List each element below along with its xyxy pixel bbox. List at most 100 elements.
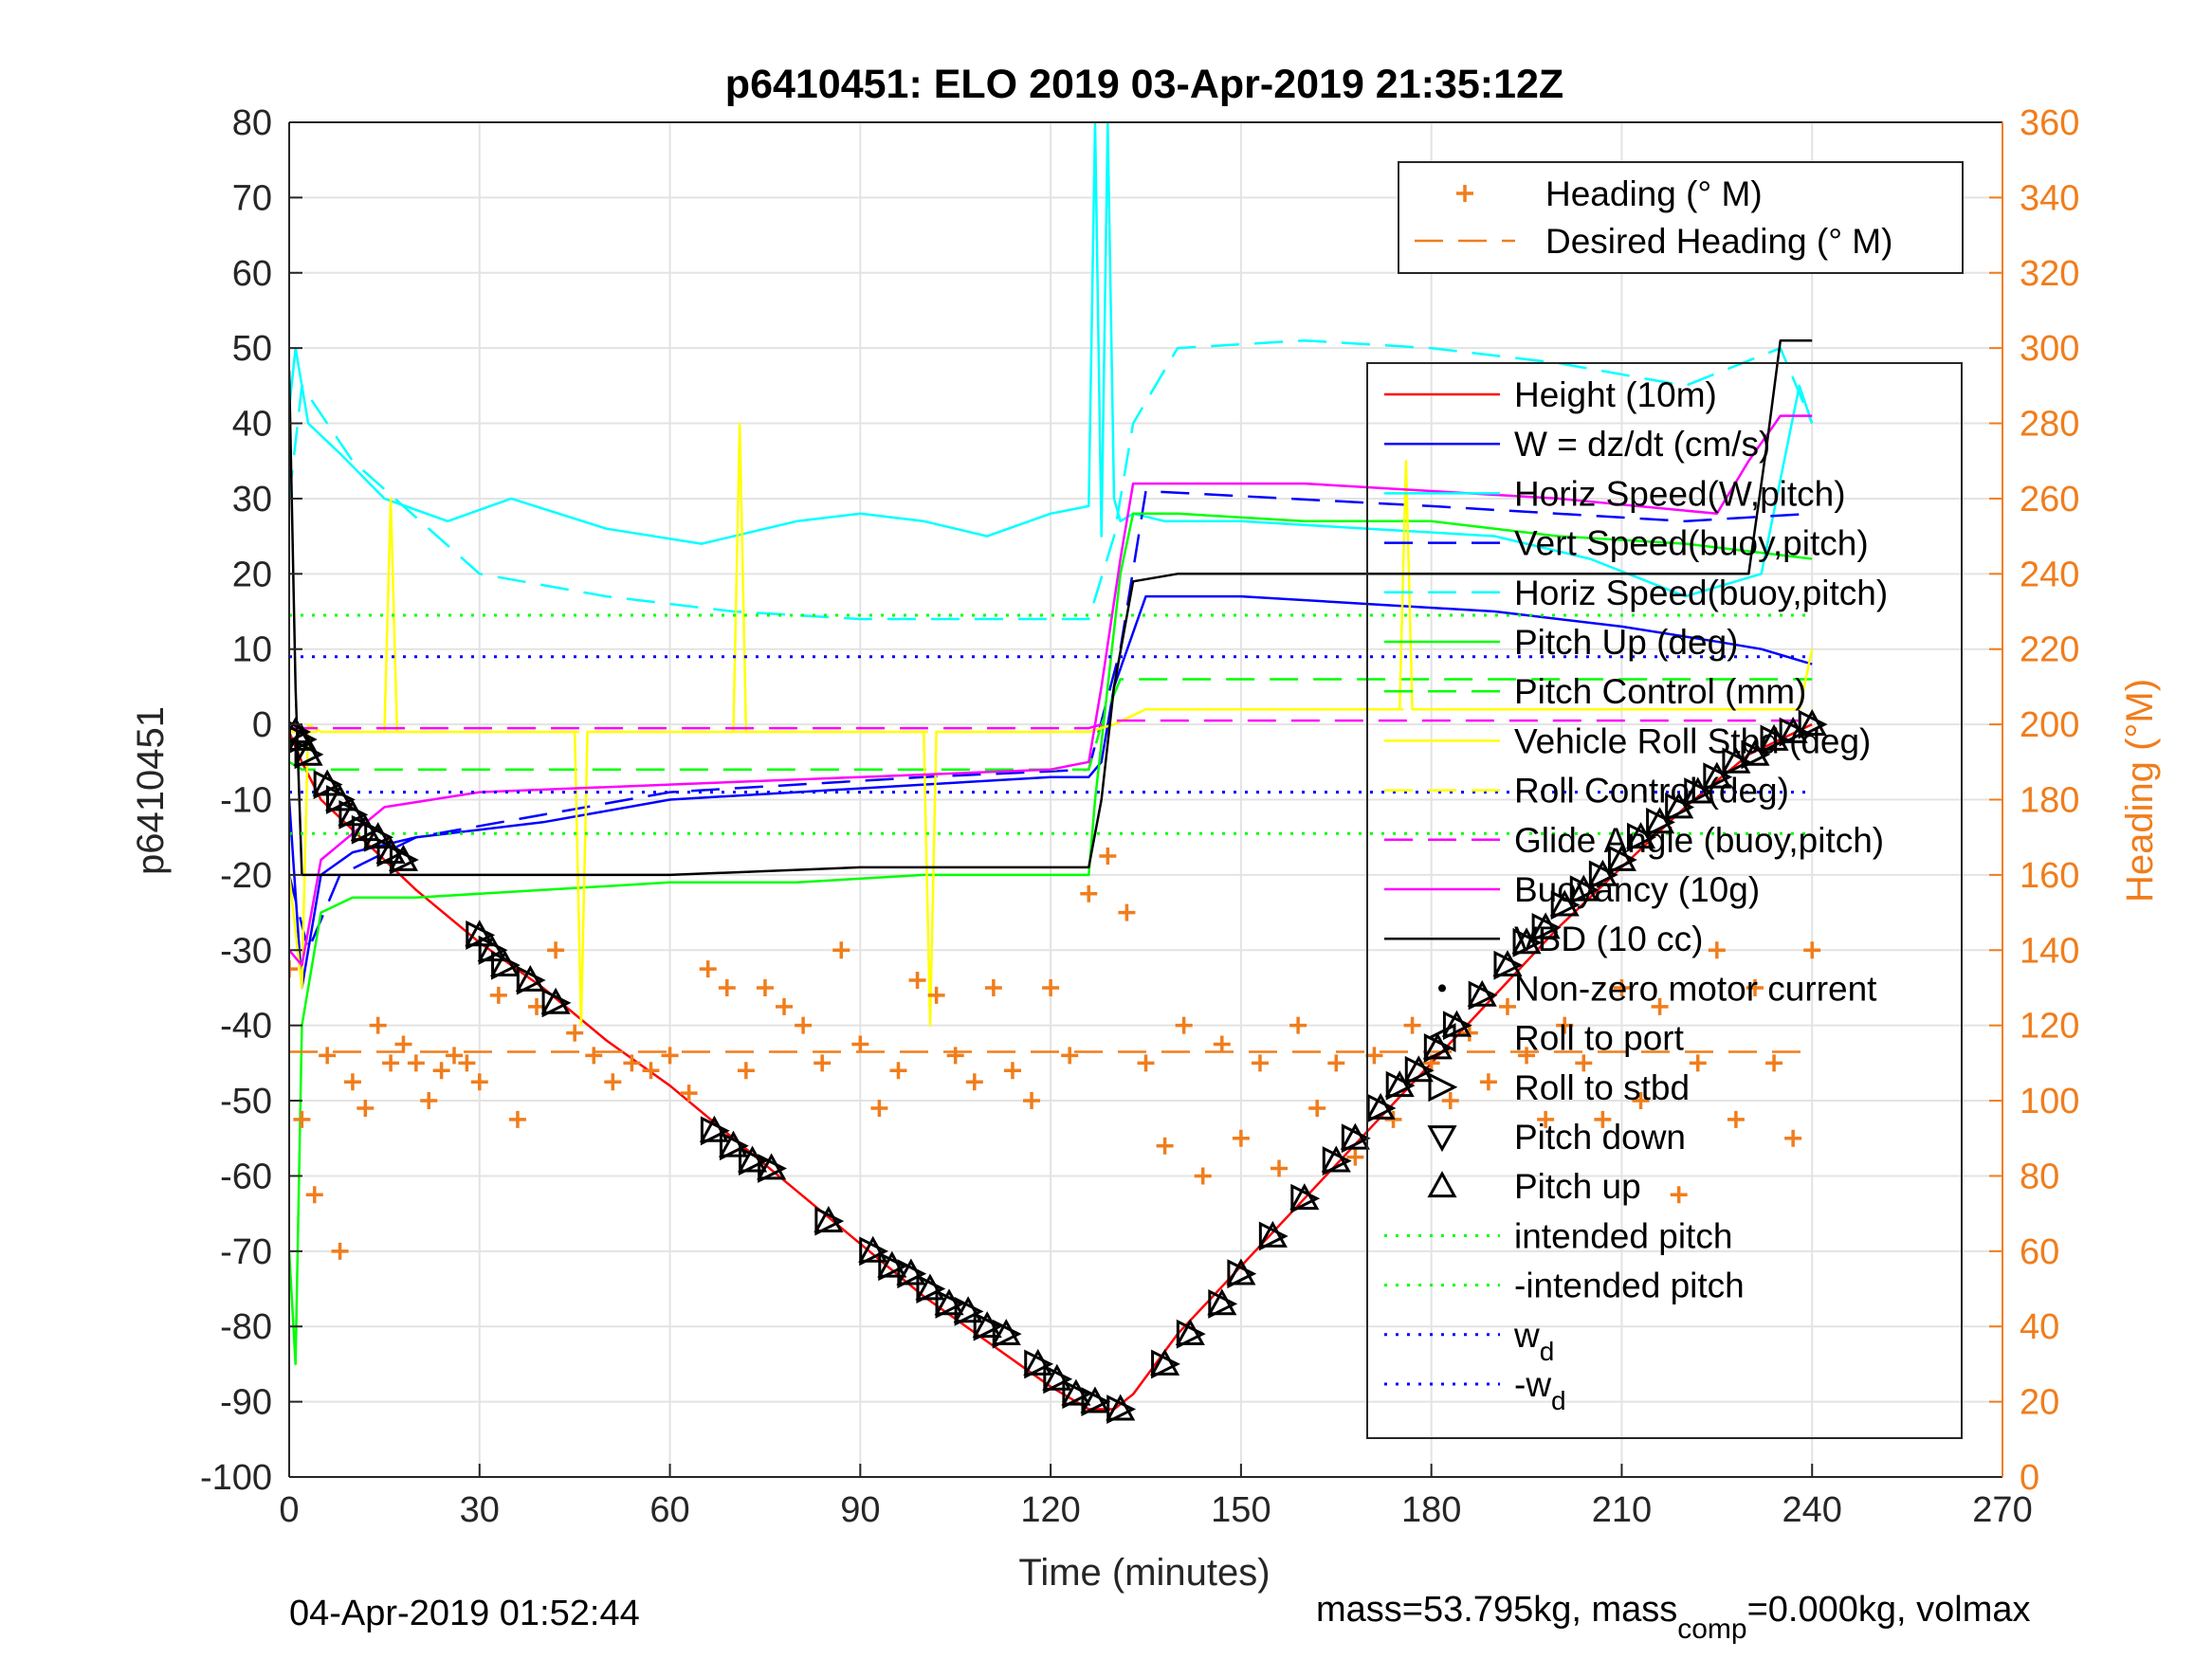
pitch-marker: [699, 1115, 729, 1142]
roll-marker: [935, 1288, 965, 1319]
roll-marker: [1741, 739, 1771, 770]
heading-point: [470, 1073, 488, 1091]
heading-point: [1746, 978, 1764, 996]
y-tick-label: 70: [232, 178, 272, 218]
heading-point: [1803, 941, 1821, 959]
heading-point: [604, 1073, 622, 1091]
legend-main: Height (10m) W = dz/dt (cm/s) Horiz Speed(…: [1366, 362, 1963, 1439]
x-tick-label: 240: [1782, 1490, 1842, 1530]
y-tick-label: 20: [232, 555, 272, 594]
legend-label: Pitch down: [1514, 1118, 1686, 1157]
pitch-marker: [1080, 1386, 1110, 1413]
roll-marker: [700, 1116, 730, 1146]
y-tick-label: -60: [220, 1157, 272, 1196]
roll-marker: [1258, 1221, 1289, 1251]
heading-point: [566, 1024, 584, 1042]
roll-marker: [516, 965, 546, 995]
roll-marker: [992, 1319, 1022, 1349]
x-axis-label: Time (minutes): [1018, 1552, 1270, 1594]
heading-point: [1498, 997, 1516, 1015]
roll-marker: [1290, 1183, 1321, 1213]
legend-label: Pitch Up (deg): [1514, 623, 1739, 662]
pitch-marker: [1321, 1145, 1351, 1173]
heading-point: [1042, 978, 1060, 996]
roll-marker: [1779, 717, 1809, 747]
roll-marker: [1106, 1395, 1137, 1424]
heading-point: [508, 1110, 526, 1128]
roll-marker: [1646, 807, 1675, 837]
roll-marker: [719, 1131, 749, 1161]
heading-point: [489, 986, 507, 1004]
heading-point: [331, 1242, 349, 1260]
roll-marker: [1151, 1349, 1180, 1379]
x-tick-label: 180: [1401, 1490, 1461, 1530]
legend-label: Horiz Speed(W,pitch): [1514, 474, 1846, 513]
y-right-tick-label: 360: [2020, 103, 2079, 143]
heading-point: [1213, 1035, 1231, 1053]
pitch-marker: [1340, 1122, 1370, 1150]
series-line-6: [289, 678, 1813, 771]
roll-marker: [1531, 913, 1562, 942]
heading-point: [851, 1035, 869, 1053]
pitch-marker: [1289, 1183, 1320, 1211]
y-right-tick-label: 320: [2020, 254, 2079, 294]
y-tick-label: 0: [252, 705, 272, 745]
legend-heading-swatch: [1456, 185, 1473, 202]
pitch-marker: [1422, 1032, 1453, 1060]
series-line-8: [289, 707, 1813, 734]
roll-marker: [1366, 1093, 1397, 1123]
heading-point: [776, 997, 794, 1015]
roll-marker: [954, 1296, 984, 1326]
pitch-marker: [1042, 1363, 1072, 1391]
y-tick-label: -50: [220, 1082, 272, 1121]
pitch-marker: [289, 723, 317, 751]
pitch-marker: [1207, 1288, 1237, 1316]
heading-point: [356, 1099, 375, 1117]
legend-swatch: [1428, 1072, 1458, 1103]
heading-point: [1594, 1110, 1612, 1128]
roll-marker: [491, 950, 521, 980]
roll-marker: [1043, 1364, 1073, 1395]
series-line-4: [289, 338, 1814, 621]
heading-point: [1308, 1099, 1326, 1117]
heading-point: [432, 1062, 450, 1080]
y-right-tick-label: 40: [2020, 1307, 2059, 1347]
y-right-tick-label: 60: [2020, 1232, 2059, 1272]
pitch-marker: [1257, 1220, 1288, 1248]
heading-point: [1460, 1024, 1478, 1042]
heading-point: [458, 1054, 476, 1072]
pitch-marker: [1023, 1348, 1053, 1376]
pitch-marker: [1492, 950, 1523, 977]
heading-point: [737, 1062, 755, 1080]
heading-point: [1708, 941, 1726, 959]
heading-point: [889, 1062, 907, 1080]
heading-point: [1689, 1054, 1707, 1072]
y-tick-label: 40: [232, 405, 272, 445]
heading-point: [382, 1054, 400, 1072]
x-tick-label: 30: [460, 1490, 500, 1530]
heading-point: [946, 1047, 964, 1065]
heading-point: [1670, 1186, 1688, 1204]
pitch-marker: [814, 1205, 844, 1232]
y-right-tick-label: 80: [2020, 1157, 2059, 1196]
heading-point: [1384, 1110, 1402, 1128]
legend-label: Pitch up: [1514, 1167, 1641, 1206]
heading-point: [661, 1047, 679, 1065]
roll-marker: [1081, 1387, 1111, 1417]
heading-point: [585, 1047, 603, 1065]
series-line-11: [289, 338, 1813, 877]
heading-point: [305, 1186, 323, 1204]
heading-point: [814, 1054, 832, 1072]
roll-marker: [1176, 1319, 1206, 1349]
heading-point: [547, 941, 565, 959]
legend-label: Horiz Speed(buoy,pitch): [1514, 574, 1888, 612]
y-tick-label: -20: [220, 856, 272, 896]
y-right-tick-label: 300: [2020, 329, 2079, 369]
heading-point: [965, 1073, 983, 1091]
x-tick-label: 210: [1592, 1490, 1652, 1530]
heading-point: [832, 941, 850, 959]
heading-point: [1156, 1137, 1174, 1155]
heading-point: [680, 1085, 698, 1103]
pitch-marker: [515, 964, 545, 992]
